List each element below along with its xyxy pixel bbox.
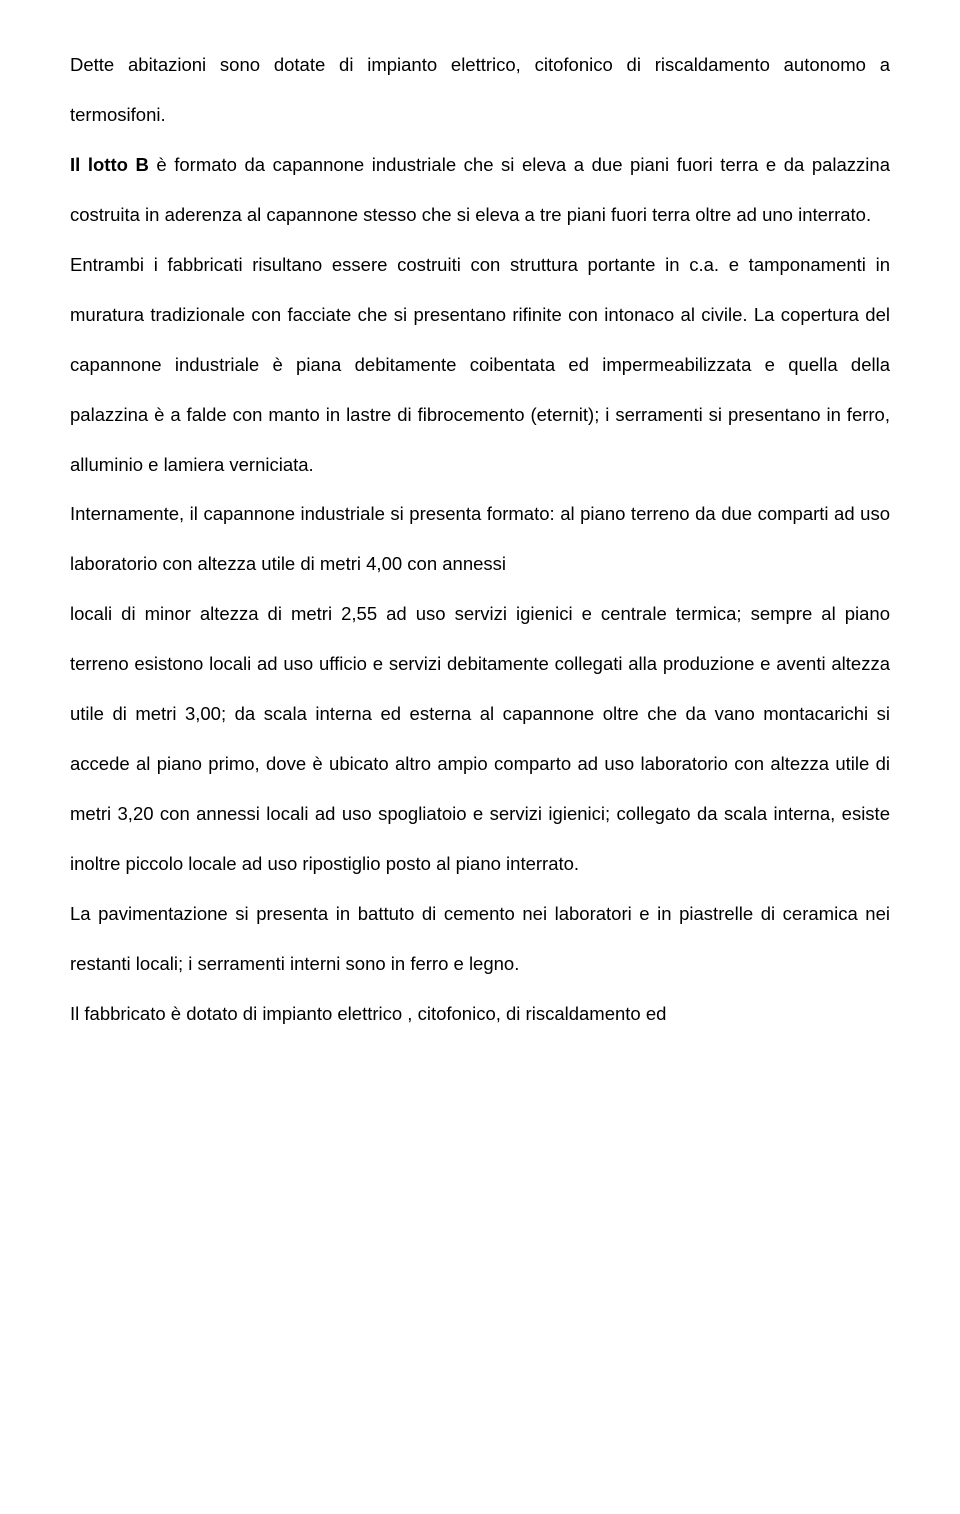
- paragraph-2-rest: è formato da capannone industriale che s…: [70, 154, 890, 225]
- document-page: Dette abitazioni sono dotate di impianto…: [0, 0, 960, 1514]
- paragraph-7: Il fabbricato è dotato di impianto elett…: [70, 989, 890, 1039]
- paragraph-4: Internamente, il capannone industriale s…: [70, 489, 890, 589]
- paragraph-3: Entrambi i fabbricati risultano essere c…: [70, 240, 890, 490]
- paragraph-6: La pavimentazione si presenta in battuto…: [70, 889, 890, 989]
- paragraph-5: locali di minor altezza di metri 2,55 ad…: [70, 589, 890, 889]
- lotto-b-label: Il lotto B: [70, 154, 149, 175]
- paragraph-2: Il lotto B è formato da capannone indust…: [70, 140, 890, 240]
- paragraph-1: Dette abitazioni sono dotate di impianto…: [70, 40, 890, 140]
